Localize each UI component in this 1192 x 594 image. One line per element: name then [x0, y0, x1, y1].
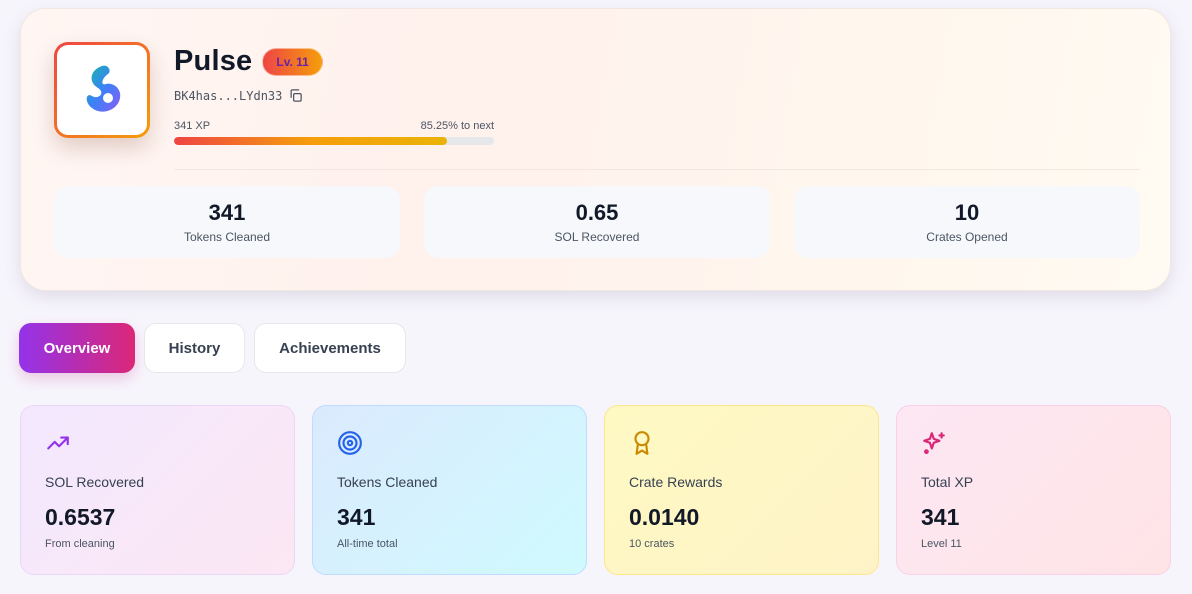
wallet-address: BK4has...LYdn33: [174, 88, 283, 103]
target-icon: [338, 431, 362, 455]
metric-title: Total XP: [921, 474, 974, 490]
metric-value: 341: [337, 504, 376, 530]
pulse-logo-icon: [86, 65, 121, 112]
stat-value: 0.65: [575, 200, 619, 225]
level-badge: Lv. 11: [262, 47, 323, 76]
metric-title: SOL Recovered: [45, 474, 145, 490]
stat-label: Tokens Cleaned: [183, 230, 271, 244]
divider: [174, 169, 1140, 170]
xp-next-label: 85.25% to next: [420, 120, 494, 132]
metric-card-total-xp: Total XP 341 Level 11: [896, 405, 1171, 575]
stat-crates-opened: 10 Crates Opened: [794, 186, 1140, 258]
metric-card-tokens-cleaned: Tokens Cleaned 341 All-time total: [312, 405, 587, 575]
metric-value: 0.6537: [45, 504, 116, 530]
stat-tokens-cleaned: 341 Tokens Cleaned: [54, 186, 400, 258]
tab-overview[interactable]: Overview: [19, 323, 135, 373]
xp-progress-fill: [174, 137, 447, 145]
copy-icon[interactable]: [288, 88, 303, 103]
metric-title: Crate Rewards: [629, 474, 723, 490]
stat-value: 341: [208, 200, 246, 225]
sparkles-icon: [923, 432, 945, 455]
metric-subtitle: From cleaning: [45, 538, 115, 550]
metric-subtitle: Level 11: [921, 538, 962, 550]
profile-name: Pulse: [174, 45, 253, 77]
tab-history[interactable]: History: [144, 323, 245, 373]
metric-value: 341: [921, 504, 960, 530]
xp-label: 341 XP: [174, 120, 211, 132]
xp-progress-bar: [174, 137, 494, 145]
tab-bar: Overview History Achievements: [19, 323, 415, 373]
metric-card-sol-recovered: SOL Recovered 0.6537 From cleaning: [20, 405, 295, 575]
stat-label: SOL Recovered: [554, 230, 640, 244]
metric-value: 0.0140: [629, 504, 700, 530]
tab-achievements[interactable]: Achievements: [254, 323, 406, 373]
stat-label: Crates Opened: [926, 230, 1008, 244]
stat-sol-recovered: 0.65 SOL Recovered: [424, 186, 770, 258]
metric-subtitle: 10 crates: [629, 538, 675, 550]
trending-up-icon: [47, 436, 69, 450]
metric-subtitle: All-time total: [337, 538, 398, 550]
stat-value: 10: [954, 200, 980, 225]
avatar: [54, 42, 150, 138]
metric-title: Tokens Cleaned: [337, 474, 438, 490]
metric-card-crate-rewards: Crate Rewards 0.0140 10 crates: [604, 405, 879, 575]
profile-card: Pulse Lv. 11 BK4has...LYdn33 341 XP 85.2…: [20, 8, 1171, 291]
award-icon: [634, 431, 650, 455]
